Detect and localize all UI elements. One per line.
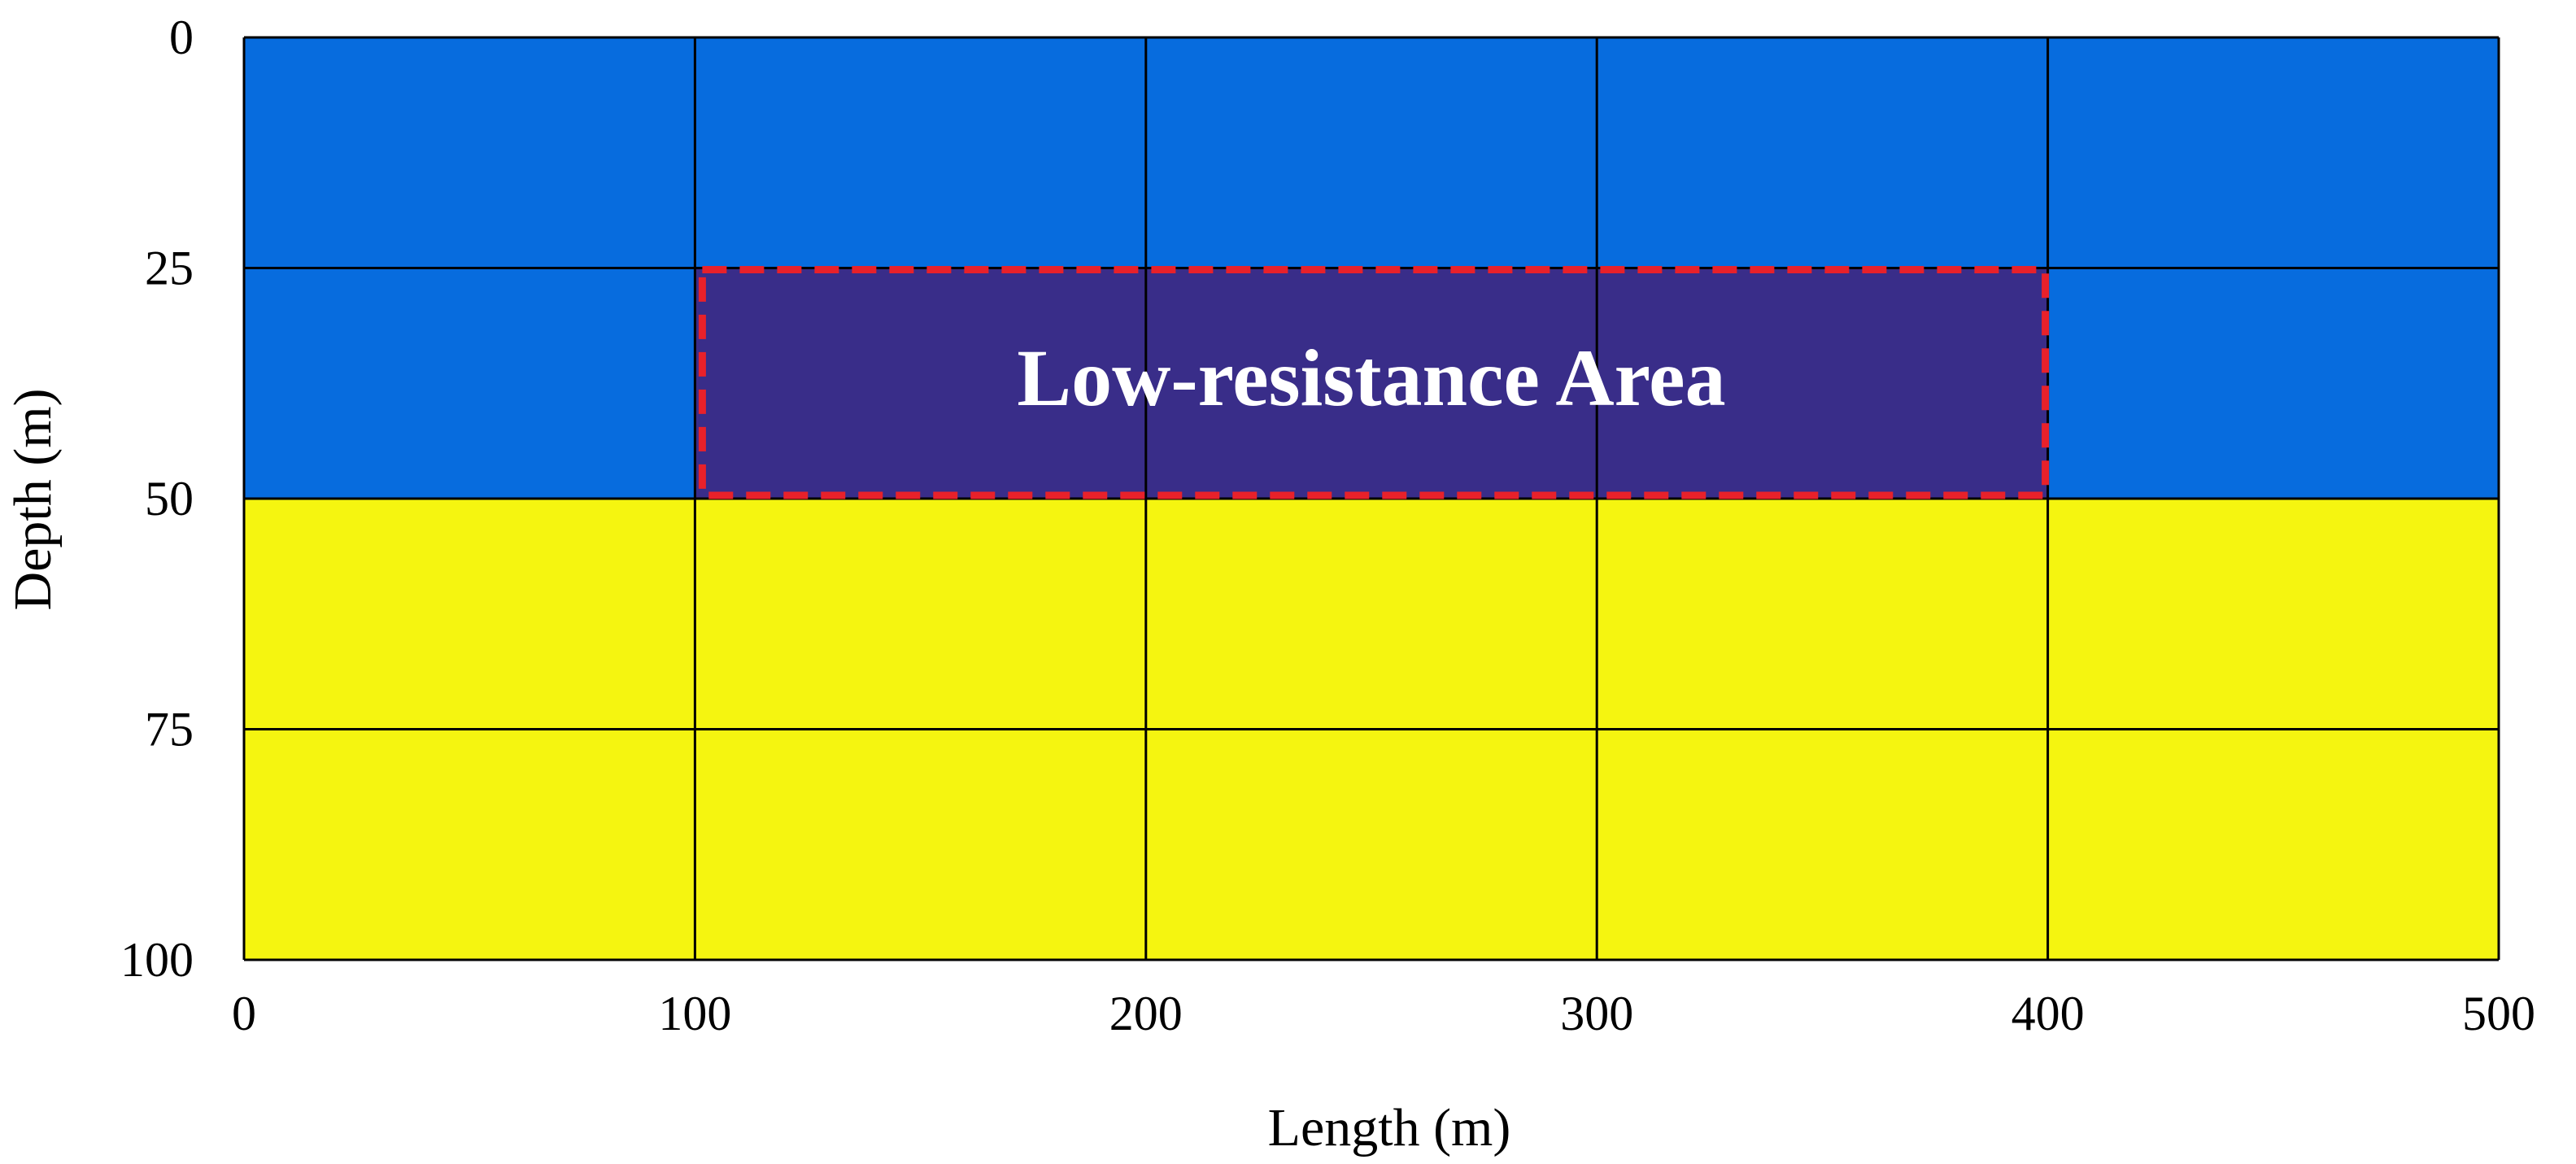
x-tick-label: 300 (1560, 987, 1633, 1040)
y-tick-label: 0 (169, 11, 194, 64)
x-axis-tick-labels: 0 100 200 300 400 500 (232, 987, 2535, 1040)
y-axis-tick-labels: 0 25 50 75 100 (120, 11, 194, 987)
x-axis-label: Length (m) (1268, 1098, 1511, 1157)
low-resistance-area (695, 268, 2048, 499)
y-tick-label: 75 (145, 703, 194, 756)
grid-lines (242, 36, 2500, 961)
y-tick-label: 25 (145, 242, 194, 295)
anomaly-group (695, 268, 2048, 499)
x-tick-label: 0 (232, 987, 256, 1040)
x-tick-label: 500 (2462, 987, 2535, 1040)
y-axis-label: Depth (m) (3, 388, 63, 610)
x-tick-label: 400 (2012, 987, 2085, 1040)
x-tick-label: 200 (1109, 987, 1183, 1040)
y-tick-label: 100 (120, 933, 194, 987)
x-tick-label: 100 (658, 987, 731, 1040)
y-tick-label: 50 (145, 472, 194, 525)
low-resistance-area-label: Low-resistance Area (1017, 333, 1725, 423)
